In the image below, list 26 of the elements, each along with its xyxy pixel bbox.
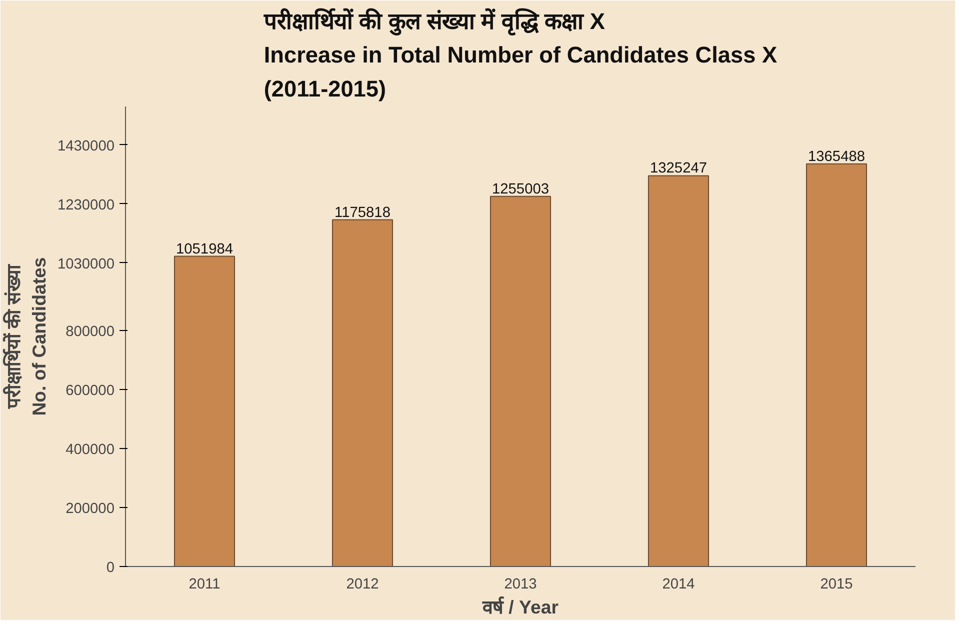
data-label: 1051984: [176, 241, 234, 258]
bar: [648, 175, 710, 566]
x-tick-label: 2014: [662, 576, 695, 592]
y-axis-title: परीक्षार्थियों की संख्या No. of Candidates: [2, 257, 50, 416]
chart-title: परीक्षार्थियों की कुल संख्या में वृद्धि कक्षा X Increase in Total Number of Candidates Class X (2011-2015): [262, 8, 778, 102]
bar: [332, 219, 394, 566]
bar: [806, 163, 868, 566]
y-tick-label: 1430000: [57, 138, 115, 154]
y-tick-label: 0: [106, 560, 115, 576]
x-tick-label: 2012: [346, 576, 379, 592]
data-label: 1255003: [492, 181, 550, 198]
y-tick-label: 400000: [66, 442, 115, 458]
bar: [174, 256, 236, 566]
data-label: 1325247: [650, 160, 708, 177]
y-tick-label: 600000: [66, 383, 115, 400]
bar: [490, 196, 552, 566]
y-tick-label: 200000: [66, 501, 115, 518]
x-tick-label: 2015: [820, 576, 853, 592]
y-tick-label: 1030000: [57, 256, 115, 272]
x-tick-label: 2011: [188, 576, 220, 592]
y-tick-label: 800000: [66, 324, 115, 340]
x-axis-title: वर्ष / Year: [482, 596, 558, 618]
data-label: 1365488: [808, 148, 866, 165]
x-tick-label: 2013: [504, 576, 537, 592]
data-label: 1175818: [334, 204, 390, 221]
y-tick-label: 1230000: [57, 197, 115, 214]
